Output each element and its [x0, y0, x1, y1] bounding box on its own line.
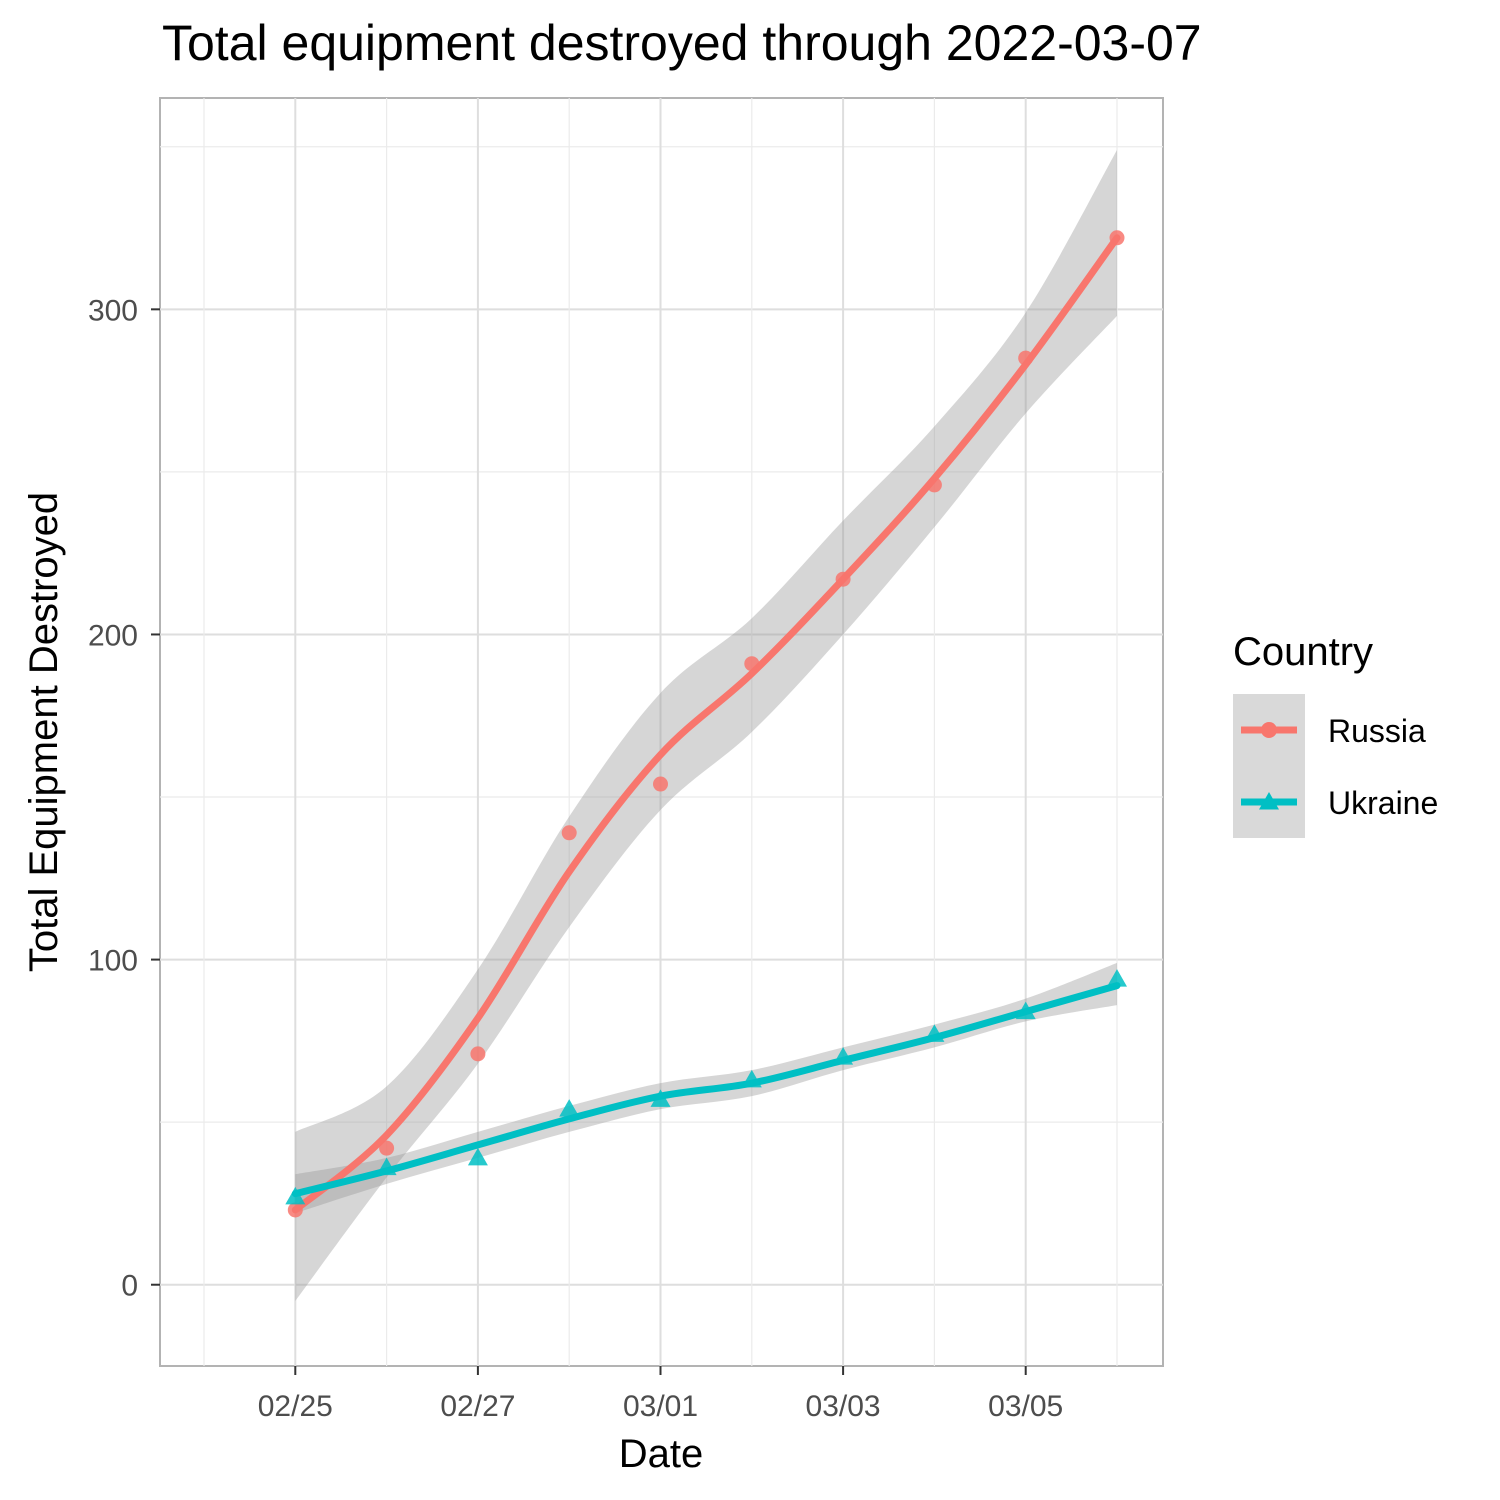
data-point-ukraine [650, 1089, 671, 1107]
data-point-russia [744, 656, 760, 672]
data-point-ukraine [924, 1024, 945, 1042]
x-axis-ticks: 02/25 02/27 03/01 03/03 03/05 [258, 1366, 1063, 1423]
fit-lines [291, 234, 1121, 1214]
data-point-russia [470, 1046, 486, 1062]
data-point-russia [1018, 350, 1034, 366]
data-point-ukraine [559, 1099, 580, 1117]
data-point-russia [561, 825, 577, 841]
x-tick-label: 02/25 [258, 1390, 333, 1423]
legend-key-marker-russia [1261, 722, 1277, 738]
legend-key-marker-ukraine [1259, 792, 1279, 810]
data-point-russia [926, 477, 942, 493]
x-tick-label: 03/01 [623, 1390, 698, 1423]
legend-label-ukraine: Ukraine [1328, 785, 1438, 821]
data-points [285, 230, 1127, 1218]
x-tick-label: 03/03 [806, 1390, 881, 1423]
confidence-band-russia [295, 150, 1117, 1301]
data-point-russia [1109, 230, 1125, 246]
data-point-russia [287, 1202, 303, 1218]
data-point-ukraine [741, 1069, 762, 1088]
x-tick-label: 02/27 [440, 1390, 515, 1423]
data-point-ukraine [1107, 969, 1127, 987]
x-tick-label: 03/05 [988, 1390, 1063, 1423]
data-point-ukraine [467, 1147, 488, 1166]
fit-line-ukraine [291, 982, 1121, 1198]
legend-keys [1241, 722, 1297, 810]
data-point-russia [835, 571, 851, 587]
data-point-ukraine [285, 1186, 306, 1205]
fit-line-russia [291, 234, 1121, 1214]
chart-title: Total equipment destroyed through 2022-0… [162, 15, 1202, 71]
y-axis-title: Total Equipment Destroyed [22, 492, 66, 972]
y-tick-label: 0 [121, 1270, 138, 1303]
y-axis-ticks: 0 100 200 300 [88, 294, 160, 1303]
data-point-ukraine [376, 1157, 397, 1176]
grid-layer [160, 98, 1163, 1366]
legend-label-russia: Russia [1328, 713, 1426, 749]
legend: Country Russia Ukraine [1233, 630, 1438, 838]
y-tick-label: 300 [88, 294, 138, 327]
data-point-russia [653, 776, 668, 792]
legend-title: Country [1233, 630, 1373, 674]
data-point-ukraine [833, 1047, 854, 1065]
y-tick-label: 200 [88, 619, 138, 652]
x-axis-title: Date [619, 1432, 704, 1476]
data-point-russia [379, 1140, 395, 1156]
y-tick-label: 100 [88, 945, 138, 978]
data-point-ukraine [1015, 1001, 1036, 1020]
